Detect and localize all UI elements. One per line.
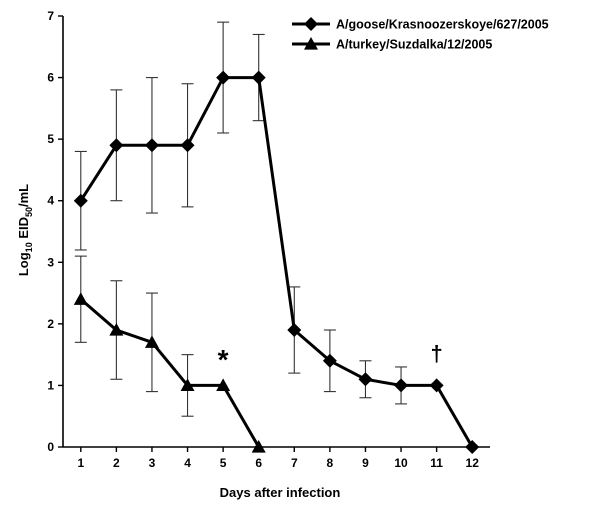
- y-tick-label: 7: [47, 9, 54, 23]
- data-point-series-1: [180, 138, 195, 153]
- axes: [62, 16, 490, 448]
- y-axis-title: Log10 EID50/mL: [16, 184, 34, 276]
- y-axis-title-sub-10: 10: [24, 242, 34, 252]
- data-point-series-1: [73, 193, 88, 208]
- legend: A/goose/Krasnoozerskoye/627/2005 A/turkey…: [292, 17, 549, 52]
- data-point-series-1: [144, 138, 159, 153]
- data-point-series-1: [287, 323, 302, 338]
- legend-marker-2: [304, 37, 318, 50]
- data-point-series-2: [216, 378, 231, 392]
- series-markers: [73, 70, 480, 454]
- y-tick-label: 5: [47, 132, 54, 146]
- y-tick-label: 6: [47, 71, 54, 85]
- data-point-series-1: [216, 70, 231, 85]
- data-point-series-1: [322, 353, 337, 368]
- x-tick-label: 9: [362, 456, 369, 470]
- x-tick-label: 1: [77, 456, 84, 470]
- x-tick-label: 4: [184, 456, 191, 470]
- y-tick-label: 3: [47, 255, 54, 269]
- y-tick-label: 4: [47, 194, 54, 208]
- data-point-series-1: [429, 378, 444, 393]
- data-point-series-1: [358, 372, 373, 387]
- data-point-series-1: [394, 378, 409, 393]
- dagger-mark: †: [431, 341, 443, 366]
- legend-label-2: A/turkey/Suzdalka/12/2005: [336, 38, 492, 52]
- legend-marker-1: [304, 17, 318, 31]
- error-bars: [74, 21, 408, 417]
- y-tick-label: 0: [47, 440, 54, 454]
- y-tick-label: 1: [47, 378, 54, 392]
- legend-label-1: A/goose/Krasnoozerskoye/627/2005: [336, 18, 549, 32]
- x-axis-title: Days after infection: [220, 485, 341, 500]
- x-tick-label: 7: [291, 456, 298, 470]
- annotations: * †: [218, 341, 443, 375]
- data-point-series-2: [251, 440, 266, 453]
- x-tick-label: 6: [255, 456, 262, 470]
- x-tick-label: 3: [149, 456, 156, 470]
- y-axis-title-sub-50: 50: [24, 207, 34, 217]
- data-point-series-1: [251, 70, 266, 85]
- y-tick-label: 2: [47, 317, 54, 331]
- x-tick-label: 12: [466, 456, 480, 470]
- x-tick-label: 11: [430, 456, 443, 470]
- data-point-series-2: [73, 292, 88, 305]
- x-tick-label: 8: [327, 456, 334, 470]
- data-point-series-1: [109, 138, 124, 153]
- data-point-series-2: [144, 335, 159, 348]
- series-lines: [79, 76, 474, 448]
- significance-asterisk: *: [218, 344, 229, 375]
- data-point-series-2: [180, 378, 195, 392]
- data-point-series-2: [109, 323, 124, 336]
- data-point-series-1: [465, 440, 480, 454]
- x-tick-label: 10: [394, 456, 408, 470]
- series-line-1: [79, 76, 474, 448]
- x-tick-label: 5: [220, 456, 227, 470]
- x-tick-label: 2: [113, 456, 120, 470]
- series-line-2: [79, 298, 261, 448]
